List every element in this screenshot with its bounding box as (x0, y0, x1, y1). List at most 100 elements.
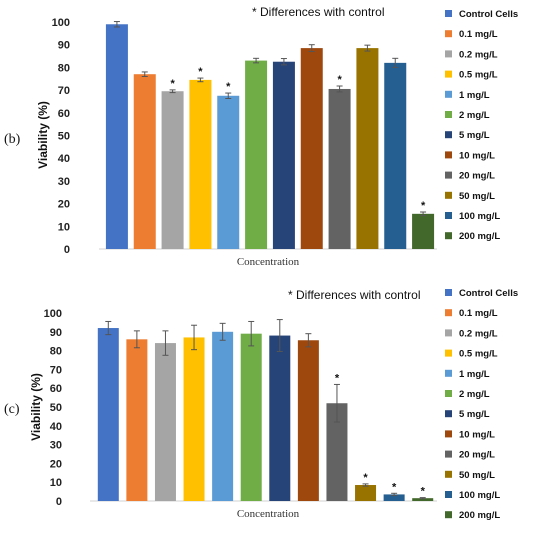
y-tick-label: 70 (50, 364, 62, 376)
y-tick-label: 40 (58, 153, 70, 165)
legend-swatch (445, 70, 452, 78)
legend-swatch (445, 151, 452, 159)
bar-1-mg-l (212, 331, 234, 501)
error-bar (191, 324, 198, 351)
chart-legend: Control Cells 0.1 mg/L 0.2 mg/L 0.5 mg/L 1 m… (445, 288, 518, 521)
legend-swatch (445, 309, 452, 317)
error-bar (133, 330, 140, 349)
legend-label: 200 mg/L (459, 231, 500, 242)
legend-label: 50 mg/L (459, 470, 495, 481)
legend-label: 100 mg/L (459, 211, 500, 222)
error-bar (105, 320, 112, 336)
legend-swatch (445, 212, 452, 219)
y-tick-label: 30 (50, 440, 62, 452)
error-bar (248, 320, 255, 347)
legend-label: 2 mg/L (459, 389, 490, 400)
legend-label: 5 mg/L (459, 409, 490, 420)
legend-swatch (445, 171, 452, 179)
error-bar (113, 21, 120, 28)
significance-star: * (198, 66, 203, 78)
y-tick-label: 100 (44, 308, 62, 320)
legend-label: 2 mg/L (459, 110, 490, 121)
y-tick-label: 70 (58, 85, 70, 97)
x-axis-title: Concentration (237, 256, 300, 268)
y-tick-label: 30 (58, 176, 70, 188)
bar-0-2-mg-l (154, 343, 176, 501)
legend-label: Control Cells (459, 9, 518, 20)
legend-label: 0.5 mg/L (459, 349, 498, 360)
legend-label: 5 mg/L (459, 130, 490, 141)
bar-50-mg-l (355, 485, 377, 501)
bar-control-cells (97, 328, 119, 501)
error-bar (419, 497, 426, 500)
bar-100-mg-l (384, 62, 407, 249)
legend-label: 0.1 mg/L (459, 29, 498, 40)
significance-star: * (363, 472, 368, 484)
bar-1-mg-l (217, 95, 240, 250)
legend-swatch (445, 30, 452, 38)
significance-note: * Differences with control (252, 5, 385, 19)
legend-swatch (445, 10, 452, 17)
y-tick-label: 20 (58, 199, 70, 211)
y-tick-label: 80 (58, 62, 70, 74)
legend-swatch (445, 191, 452, 199)
bar-2-mg-l (240, 333, 262, 501)
significance-star: * (226, 81, 231, 93)
bar-200-mg-l (412, 498, 434, 501)
bar-50-mg-l (356, 48, 379, 250)
y-axis-title: Viability (%) (29, 373, 43, 441)
legend-label: Control Cells (459, 288, 518, 299)
y-tick-label: 20 (50, 458, 62, 470)
y-tick-label: 80 (50, 346, 62, 358)
chart-marks: 0 10 20 30 40 50 60 70 80 90 100 * * * * (44, 308, 437, 508)
y-tick-label: 50 (58, 131, 70, 143)
chart-marks: 0 10 20 30 40 50 60 70 80 90 100 * * * * * (52, 17, 437, 256)
bar-0-1-mg-l (133, 74, 156, 250)
legend-label: 0.2 mg/L (459, 328, 498, 339)
error-bar (305, 333, 312, 348)
significance-note: * Differences with control (288, 288, 421, 302)
error-bar (392, 57, 399, 68)
legend-label: 100 mg/L (459, 490, 500, 501)
legend-label: 200 mg/L (459, 510, 500, 521)
bar-20-mg-l (328, 88, 351, 249)
bar-20-mg-l (326, 403, 348, 501)
legend-label: 20 mg/L (459, 450, 495, 461)
bar-control-cells (105, 24, 128, 249)
legend-swatch (445, 390, 452, 397)
legend-label: 20 mg/L (459, 171, 495, 182)
significance-star: * (337, 74, 342, 86)
bar-10-mg-l (297, 340, 319, 501)
bar-100-mg-l (383, 494, 405, 501)
y-tick-label: 40 (50, 421, 62, 433)
legend-swatch (445, 450, 452, 458)
error-bar (280, 58, 287, 66)
bar-0-5-mg-l (189, 79, 212, 249)
error-bar (219, 322, 226, 341)
legend-label: 0.5 mg/L (459, 70, 498, 81)
legend-swatch (445, 329, 452, 337)
legend-swatch (445, 410, 452, 418)
legend-swatch (445, 430, 452, 438)
error-bar (336, 85, 343, 93)
legend-label: 10 mg/L (459, 429, 495, 440)
error-bar (169, 89, 176, 94)
bar-2-mg-l (245, 60, 268, 250)
legend-swatch (445, 511, 452, 519)
error-bar (162, 330, 169, 356)
significance-star: * (421, 486, 426, 498)
y-tick-label: 90 (58, 40, 70, 52)
legend-swatch (445, 470, 452, 478)
bar-200-mg-l (412, 213, 435, 249)
legend-label: 10 mg/L (459, 150, 495, 161)
y-tick-label: 60 (58, 108, 70, 120)
legend-label: 1 mg/L (459, 369, 490, 380)
error-bar (391, 492, 398, 497)
legend-swatch (445, 131, 452, 139)
bar-0-1-mg-l (126, 339, 148, 501)
significance-star: * (335, 372, 340, 384)
bar-10-mg-l (300, 48, 323, 250)
legend-swatch (445, 50, 452, 58)
y-tick-label: 100 (52, 17, 70, 29)
significance-star: * (392, 481, 397, 493)
